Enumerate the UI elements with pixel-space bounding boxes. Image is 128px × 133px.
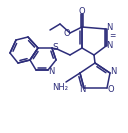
Text: O: O — [79, 7, 85, 16]
Text: N: N — [110, 68, 116, 76]
Text: NH₂: NH₂ — [52, 82, 68, 92]
Text: N: N — [106, 24, 112, 32]
Text: N: N — [106, 41, 112, 51]
Text: S: S — [52, 43, 58, 53]
Text: O: O — [108, 84, 114, 93]
Text: O: O — [64, 30, 70, 38]
Text: =: = — [109, 32, 115, 41]
Text: N: N — [48, 68, 54, 76]
Text: N: N — [79, 86, 85, 95]
